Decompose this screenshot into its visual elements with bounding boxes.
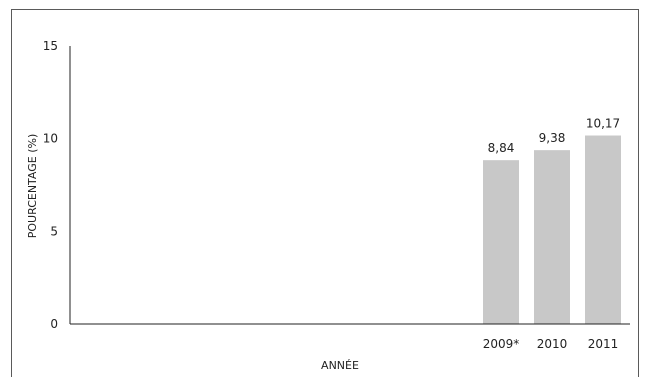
chart-frame: [11, 9, 639, 377]
bar: [534, 150, 570, 324]
x-tick-label: 2009*: [483, 337, 520, 351]
x-tick-label: 2010: [537, 337, 568, 351]
y-axis-ticks: 0 5 10 15: [43, 39, 58, 331]
y-tick-label: 15: [43, 39, 58, 53]
y-tick-label: 10: [43, 132, 58, 146]
x-axis-title: ANNÉE: [321, 359, 359, 372]
data-labels: 8,84 9,38 10,17: [488, 117, 621, 156]
bars: [483, 135, 621, 324]
bar-value-label: 9,38: [539, 131, 566, 145]
y-tick-label: 5: [50, 224, 58, 238]
bar: [483, 160, 519, 324]
y-axis-title: POURCENTAGE (%): [26, 134, 39, 239]
bar-value-label: 10,17: [586, 117, 620, 131]
bar: [585, 135, 621, 324]
y-tick-label: 0: [50, 317, 58, 331]
x-axis-ticks: 2009* 2010 2011: [483, 337, 619, 351]
bar-value-label: 8,84: [488, 141, 515, 155]
x-tick-label: 2011: [588, 337, 619, 351]
